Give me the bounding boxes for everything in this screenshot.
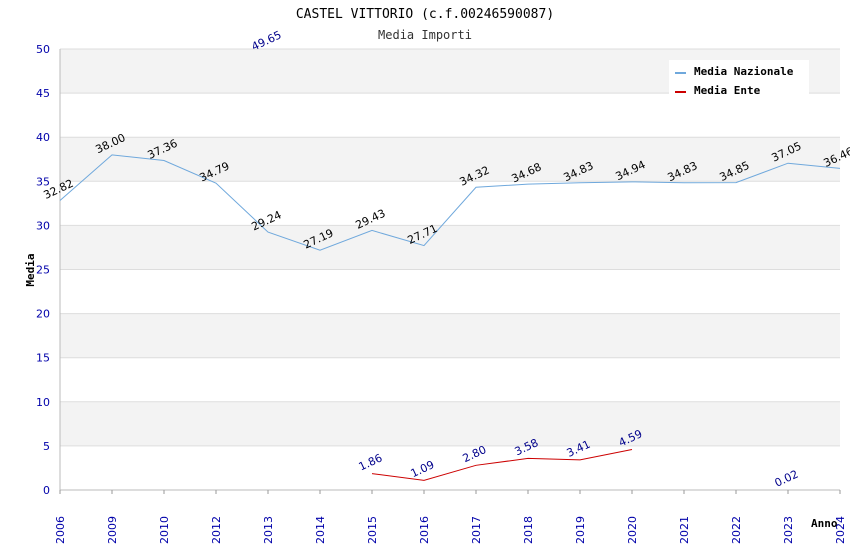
x-tick-label: 2010	[158, 516, 171, 544]
legend-label-media-nazionale: Media Nazionale	[694, 65, 794, 78]
plot-band	[60, 313, 840, 358]
x-tick-label: 2019	[574, 516, 587, 544]
plot-band	[60, 445, 840, 490]
plot-band	[60, 401, 840, 446]
y-tick-label: 30	[36, 219, 50, 232]
series-line-media-ente	[371, 449, 633, 481]
legend-label-media-ente: Media Ente	[694, 84, 761, 97]
plot-band	[60, 137, 840, 182]
axes	[59, 49, 841, 494]
x-tick-label: 2018	[522, 516, 535, 544]
legend: Media Nazionale Media Ente	[669, 60, 809, 97]
x-tick-label: 2024	[834, 516, 847, 544]
x-tick-label: 2009	[106, 516, 119, 544]
x-tick-labels: 2006 2009 2010 2012 2013 2014 2015 2016 2017 2018…	[54, 516, 847, 544]
plot-band	[60, 93, 840, 138]
x-tick-label: 2020	[626, 516, 639, 544]
y-tick-label: 5	[43, 440, 50, 453]
plot-bands	[60, 49, 840, 490]
x-tick-label: 2016	[418, 516, 431, 544]
x-tick-label: 2012	[210, 516, 223, 544]
y-tick-label: 25	[36, 264, 50, 277]
x-tick-label: 2006	[54, 516, 67, 544]
chart-title: CASTEL VITTORIO (c.f.00246590087)	[296, 7, 554, 22]
x-tick-label: 2017	[470, 516, 483, 544]
legend-box	[669, 60, 809, 96]
x-tick-label: 2013	[262, 516, 275, 544]
x-tick-label: 2014	[314, 516, 327, 544]
y-tick-label: 10	[36, 396, 50, 409]
y-tick-label: 40	[36, 131, 50, 144]
plot-band	[60, 357, 840, 402]
y-tick-label: 0	[43, 484, 50, 497]
plot-band	[60, 181, 840, 226]
y-tick-label: 50	[36, 43, 50, 56]
series-line-media-nazionale	[59, 154, 841, 251]
x-tick-label: 2023	[782, 516, 795, 544]
y-tick-labels: 0 5 10 15 20 25 30 35 40 45 50	[36, 43, 50, 497]
x-axis-label: Anno	[811, 517, 838, 530]
series-lines	[59, 154, 841, 481]
plot-band	[60, 225, 840, 270]
y-tick-label: 15	[36, 352, 50, 365]
y-tick-label: 35	[36, 175, 50, 188]
y-tick-label: 45	[36, 87, 50, 100]
plot-band	[60, 269, 840, 314]
y-tick-label: 20	[36, 308, 50, 321]
y-axis-label: Media	[24, 253, 37, 286]
chart-subtitle: Media Importi	[378, 28, 472, 42]
x-tick-label: 2022	[730, 516, 743, 544]
x-tick-label: 2021	[678, 516, 691, 544]
x-tick-label: 2015	[366, 516, 379, 544]
